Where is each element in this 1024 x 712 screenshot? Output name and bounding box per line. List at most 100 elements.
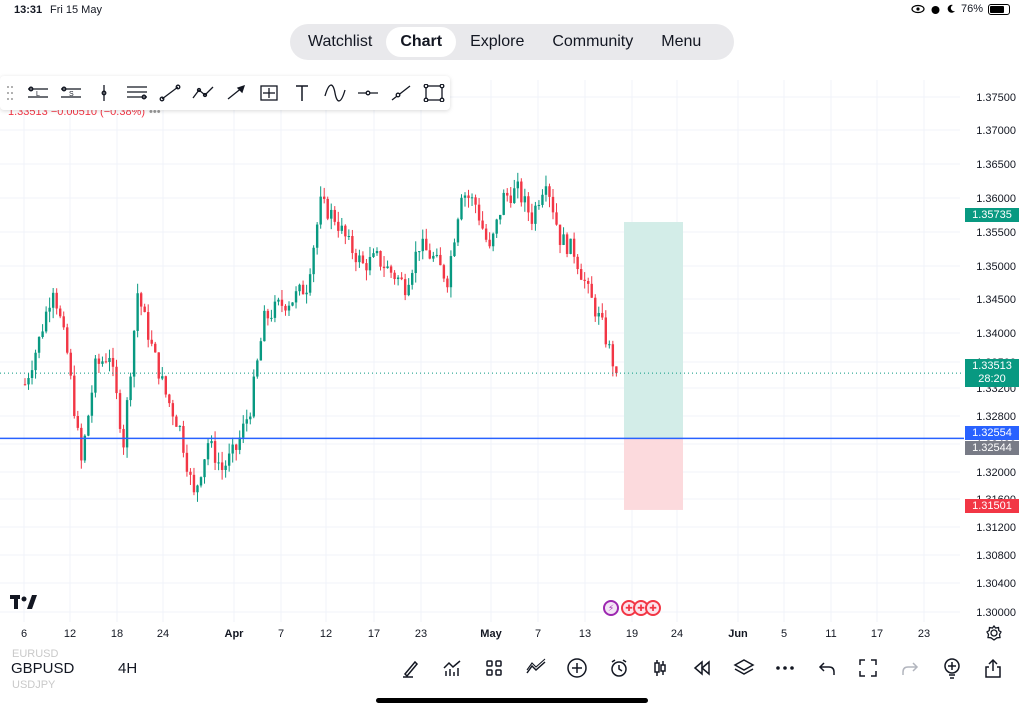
layers-icon[interactable]	[723, 656, 765, 680]
candle-body	[527, 196, 530, 213]
horizontal-line-s-icon[interactable]: S	[55, 78, 88, 108]
candle-body	[502, 192, 505, 215]
curve-icon[interactable]	[318, 78, 351, 108]
ray-icon[interactable]	[384, 78, 417, 108]
x-tick-label: 11	[825, 628, 836, 640]
candle-body	[323, 196, 326, 199]
indicators-icon[interactable]	[432, 656, 474, 680]
candles-icon[interactable]	[640, 656, 682, 680]
symbol-name[interactable]: GBPUSD	[11, 660, 75, 677]
candle-body	[411, 273, 414, 285]
y-tick-label: 1.37500	[976, 92, 1016, 104]
path-icon[interactable]	[187, 78, 220, 108]
candle-body	[361, 255, 365, 264]
candle-body	[206, 443, 210, 460]
x-tick-label: 23	[918, 628, 930, 640]
tab-menu[interactable]: Menu	[661, 33, 702, 50]
replay-icon[interactable]	[681, 656, 723, 680]
tab-explore[interactable]: Explore	[470, 33, 525, 50]
interval-button[interactable]: 4H	[118, 660, 138, 677]
candle-body	[372, 253, 375, 257]
next-symbol[interactable]: USDJPY	[12, 679, 56, 691]
share-icon[interactable]	[972, 656, 1014, 680]
candle-body	[330, 209, 333, 219]
more-icon[interactable]	[764, 656, 806, 680]
parallel-channel-icon[interactable]	[121, 78, 154, 108]
tab-community[interactable]: Community	[552, 33, 634, 50]
crosshair-price-badge: 1.32544	[965, 441, 1019, 455]
candle-body	[537, 204, 541, 206]
tab-chart[interactable]: Chart	[386, 27, 457, 57]
text-icon[interactable]	[285, 78, 318, 108]
moon-icon	[947, 4, 955, 13]
candle-body	[256, 360, 259, 377]
candle-body	[439, 254, 442, 266]
candle-body	[315, 224, 319, 248]
candle-body	[298, 284, 301, 292]
undo-icon[interactable]	[806, 656, 848, 680]
candle-body	[111, 357, 115, 367]
candle-body	[266, 310, 270, 319]
x-tick-label: 23	[415, 628, 427, 640]
stop-price-badge: 1.31501	[965, 499, 1019, 513]
candle-body	[558, 224, 562, 245]
candle-body	[534, 205, 537, 224]
candle-body	[287, 305, 291, 311]
economic-events[interactable]: ⚡ ✚ ✚ ✚	[603, 600, 661, 616]
candle-body	[340, 225, 343, 231]
home-indicator[interactable]	[376, 698, 648, 703]
bulb-add-icon[interactable]	[931, 656, 973, 680]
arrow-line-icon[interactable]	[220, 78, 253, 108]
redo-icon[interactable]	[889, 656, 931, 680]
trend-line-icon[interactable]	[154, 78, 187, 108]
previous-symbol[interactable]: EURUSD	[12, 648, 59, 660]
price-chart[interactable]: 1.37500 1.37000 1.36500 1.36000 1.35500 1.350…	[0, 80, 1024, 640]
horizontal-ray-icon[interactable]	[351, 78, 384, 108]
add-icon[interactable]	[556, 656, 598, 680]
candle-body	[23, 384, 27, 386]
candle-body	[210, 441, 213, 444]
candle-body	[393, 272, 396, 280]
battery-fill	[990, 5, 1004, 13]
candle-body	[242, 423, 245, 438]
battery-percent: 76%	[960, 3, 983, 15]
tradingview-logo[interactable]	[10, 592, 38, 615]
candle-body	[217, 462, 220, 464]
crosshair-box-icon[interactable]	[252, 78, 285, 108]
candle-body	[76, 416, 79, 428]
horizontal-line-labeled-icon[interactable]: L	[22, 78, 55, 108]
grip-icon[interactable]	[6, 83, 14, 103]
candle-body	[203, 459, 206, 478]
brush-icon[interactable]	[390, 656, 432, 680]
candle-body	[460, 197, 463, 220]
legend-more[interactable]: •••	[149, 106, 161, 118]
candle-body	[185, 452, 189, 472]
y-tick-label: 1.30800	[976, 550, 1016, 562]
candle-body	[467, 195, 470, 198]
compare-icon[interactable]	[515, 656, 557, 680]
rectangle-icon[interactable]	[417, 78, 450, 108]
candle-body	[213, 441, 217, 463]
tab-watchlist[interactable]: Watchlist	[308, 33, 373, 50]
candle-body	[259, 341, 263, 361]
candle-body	[284, 305, 287, 311]
candle-body	[83, 435, 87, 461]
candle-body	[220, 462, 224, 470]
candle-body	[587, 280, 590, 284]
y-tick-label: 1.32800	[976, 411, 1016, 423]
chart-settings-icon[interactable]	[986, 625, 1002, 641]
candle-body	[453, 242, 456, 257]
fullscreen-icon[interactable]	[848, 656, 890, 680]
lightning-icon[interactable]: ⚡	[603, 600, 619, 616]
alert-clock-icon[interactable]	[598, 656, 640, 680]
grid-icon[interactable]	[473, 656, 515, 680]
candle-body	[235, 444, 238, 450]
candle-body	[583, 279, 586, 281]
candle-body	[178, 426, 182, 428]
candle-body	[576, 256, 579, 270]
uk-flag-icon[interactable]: ✚	[645, 600, 661, 616]
vertical-line-icon[interactable]	[88, 78, 121, 108]
candle-body	[34, 352, 37, 371]
stop-zone	[624, 438, 683, 510]
candle-body	[196, 485, 199, 493]
